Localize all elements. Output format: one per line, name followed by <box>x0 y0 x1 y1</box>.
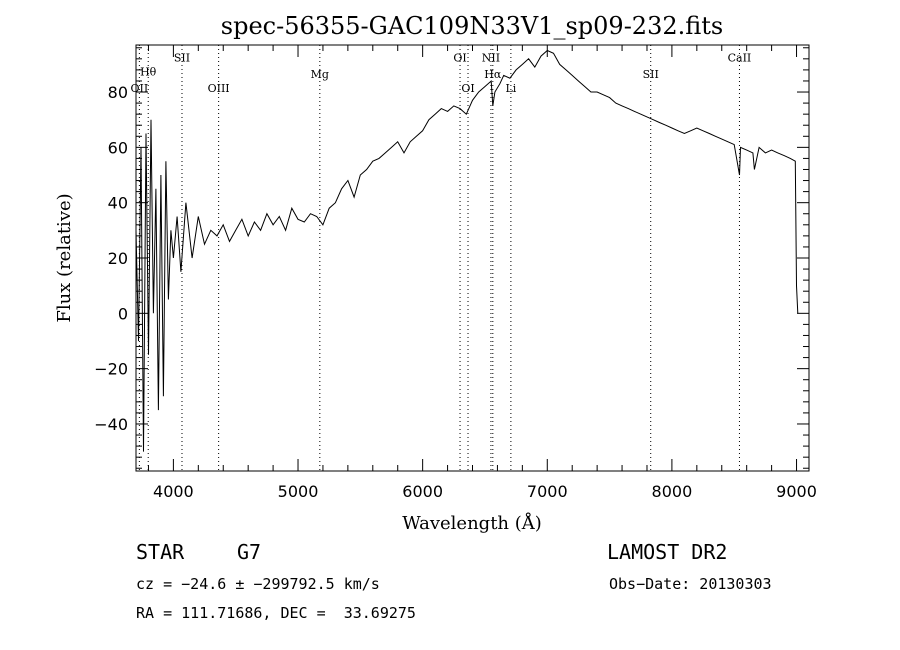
x-tick-label: 7000 <box>527 482 568 501</box>
x-tick-label: 8000 <box>652 482 693 501</box>
y-tick-label: 20 <box>108 249 128 268</box>
x-tick-label: 5000 <box>278 482 319 501</box>
coordinates-readout: RA = 111.71686, DEC = 33.69275 <box>136 604 416 622</box>
y-tick-label: 60 <box>108 138 128 157</box>
spectral-line-label: Hθ <box>140 65 157 78</box>
y-tick-label: −20 <box>94 360 128 379</box>
spectrum-line <box>135 49 799 452</box>
y-tick-label: 0 <box>118 304 128 323</box>
y-axis-label: Flux (relative) <box>54 193 75 322</box>
x-tick-label: 9000 <box>776 482 817 501</box>
spectral-line-label: NII <box>482 52 500 65</box>
survey-name: LAMOST DR2 <box>607 540 728 564</box>
spectral-line-label: Mg <box>311 68 329 81</box>
y-tick-label: −40 <box>94 415 128 434</box>
spectral-line-label: OIII <box>208 82 230 95</box>
spectral-line-label: OI <box>453 52 466 65</box>
object-class: STAR <box>136 540 185 564</box>
spectral-line-label: OI <box>461 82 474 95</box>
spectral-line-label: Hα <box>484 68 502 81</box>
y-tick-label: 80 <box>108 83 128 102</box>
spectral-line-label: CaII <box>728 52 752 65</box>
axis-ticks <box>136 45 809 471</box>
object-subclass: G7 <box>237 540 262 564</box>
spectral-line-label: OII <box>131 82 149 95</box>
redshift-readout: cz = −24.6 ± −299792.5 km/s <box>136 575 380 593</box>
x-tick-label: 6000 <box>402 482 443 501</box>
x-tick-label: 4000 <box>153 482 194 501</box>
chart-title: spec-56355-GAC109N33V1_sp09-232.fits <box>221 12 723 40</box>
spectral-line-label: Li <box>505 82 516 95</box>
axis-tick-labels: 4000 5000 6000 7000 8000 9000 −40 −20 0 20 40 60 80 <box>94 83 817 501</box>
observation-date: Obs−Date: 20130303 <box>609 575 772 593</box>
x-axis-label: Wavelength (Å) <box>402 512 542 534</box>
spectral-line-label: SII <box>174 52 190 65</box>
plot-frame <box>135 44 810 472</box>
y-tick-label: 40 <box>108 194 128 213</box>
spectral-line-label: SII <box>643 68 659 81</box>
